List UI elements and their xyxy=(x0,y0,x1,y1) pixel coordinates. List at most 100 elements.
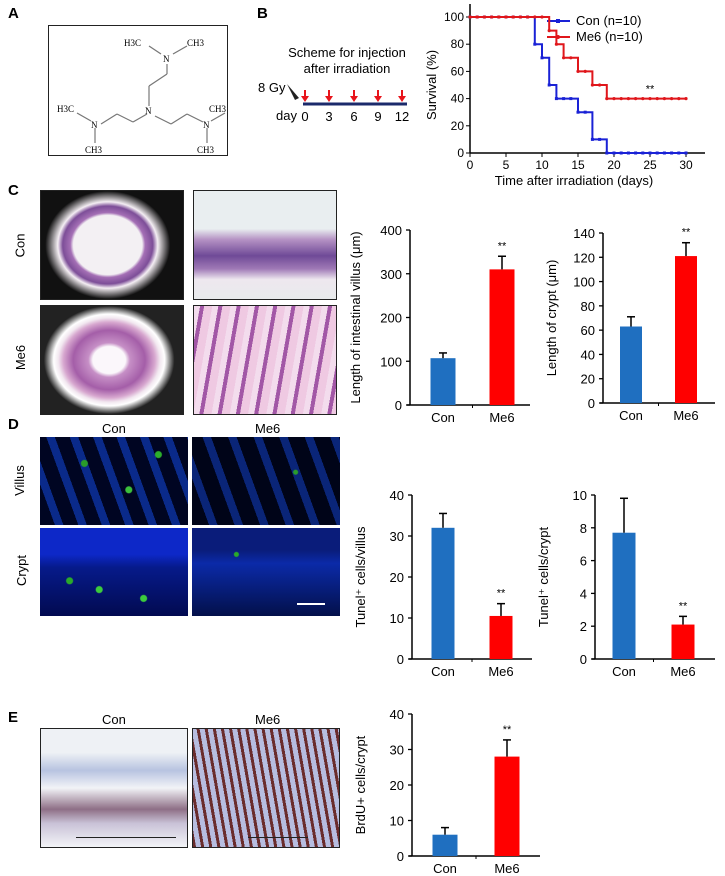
survival-marker xyxy=(562,56,566,60)
survival-marker xyxy=(619,97,623,101)
day-tick-label: 9 xyxy=(374,109,381,124)
y-tick-label: 100 xyxy=(444,10,464,24)
survival-marker xyxy=(634,97,638,101)
y-tick-label: 80 xyxy=(451,37,465,51)
y-tick-label: 40 xyxy=(390,707,404,722)
y-axis-label: Length of intestinal villus (μm) xyxy=(348,231,363,403)
he-image-me6-low xyxy=(40,305,184,415)
x-tick-label: Me6 xyxy=(670,664,695,679)
survival-marker xyxy=(634,151,638,155)
survival-marker xyxy=(468,15,472,19)
x-tick-label: Con xyxy=(431,664,455,679)
day-tick-label: 0 xyxy=(301,109,308,124)
y-axis-label: Survival (%) xyxy=(424,50,439,120)
atom-label: N xyxy=(91,120,98,130)
x-tick-label: 20 xyxy=(607,158,621,172)
survival-marker xyxy=(670,97,674,101)
y-tick-label: 8 xyxy=(580,521,587,536)
radiation-bolt-icon xyxy=(287,84,299,100)
y-tick-label: 20 xyxy=(451,119,465,133)
column-label-con: Con xyxy=(102,421,126,436)
survival-marker xyxy=(641,151,645,155)
survival-marker xyxy=(662,97,667,101)
survival-marker xyxy=(576,69,580,73)
bar-me6 xyxy=(494,756,520,856)
y-tick-label: 30 xyxy=(390,743,404,758)
bar-con xyxy=(431,527,455,659)
tunel-image-me6-crypt xyxy=(192,528,340,616)
survival-marker xyxy=(677,151,681,155)
bar-me6 xyxy=(489,269,515,405)
significance-label: ** xyxy=(679,600,688,612)
survival-chart: 0 5 10 15 20 25 30 0 20 40 60 80 100 Time after irrad… xyxy=(424,4,705,188)
column-label-me6: Me6 xyxy=(255,712,281,727)
tunel-image-con-crypt xyxy=(40,528,188,616)
survival-marker xyxy=(662,151,666,155)
atom-label: CH3 xyxy=(85,145,103,155)
survival-marker xyxy=(626,151,630,155)
x-axis-label: Time after irradiation (days) xyxy=(495,173,653,188)
survival-marker xyxy=(540,15,544,19)
atom-label: N xyxy=(163,54,170,64)
y-tick-label: 120 xyxy=(573,250,595,265)
y-tick-label: 10 xyxy=(573,488,587,503)
panel-label-c: C xyxy=(8,182,19,199)
survival-marker xyxy=(482,15,486,19)
y-tick-label: 300 xyxy=(380,267,402,282)
day-tick-label: 6 xyxy=(350,109,357,124)
survival-marker xyxy=(533,42,537,46)
y-tick-label: 10 xyxy=(390,611,404,626)
scheme-title-line2: after irradiation xyxy=(303,61,391,76)
y-tick-label: 2 xyxy=(580,619,587,634)
bar-chart-2: 0 20 40 60 80 100 120 140 Length of crypt (μm) Co… xyxy=(544,226,715,423)
survival-marker xyxy=(554,42,559,46)
y-tick-label: 0 xyxy=(580,652,587,667)
y-tick-label: 10 xyxy=(390,814,404,829)
scale-bar xyxy=(76,837,176,838)
significance-label: ** xyxy=(503,724,512,736)
y-tick-label: 20 xyxy=(581,372,595,387)
panel-label-a: A xyxy=(8,5,19,22)
panel-label-d: D xyxy=(8,416,19,433)
significance-label: ** xyxy=(498,240,507,252)
chemical-structure: H3C CH3 N H3C N CH3 N CH3 CH3 N xyxy=(48,25,228,156)
survival-marker xyxy=(526,15,530,19)
y-axis-label: Length of crypt (μm) xyxy=(544,260,559,377)
atom-label: H3C xyxy=(124,38,141,48)
injection-arrow-head-icon xyxy=(374,96,382,102)
column-label-con: Con xyxy=(102,712,126,727)
y-tick-label: 400 xyxy=(380,223,402,238)
y-tick-label: 80 xyxy=(581,299,595,314)
bar-chart-4: 0 2 4 6 8 10 Tunel⁺ cells/crypt Con Me6 ** xyxy=(536,488,715,679)
y-tick-label: 6 xyxy=(580,554,587,569)
bar-chart-1: 0 100 200 300 400 Length of intestinal villus… xyxy=(348,223,530,425)
x-tick-label: Con xyxy=(619,408,643,423)
x-tick-label: Con xyxy=(612,664,636,679)
survival-marker xyxy=(648,97,652,101)
survival-marker xyxy=(648,151,652,155)
x-tick-label: 5 xyxy=(503,158,510,172)
bar-me6 xyxy=(489,615,513,659)
survival-marker xyxy=(626,97,631,101)
y-axis-label: Tunel⁺ cells/crypt xyxy=(536,526,551,627)
x-tick-label: Me6 xyxy=(489,410,514,425)
atom-label: N xyxy=(203,120,210,130)
survival-marker xyxy=(684,151,688,155)
tunel-image-me6-villus xyxy=(192,437,340,525)
y-axis-label: BrdU+ cells/crypt xyxy=(353,735,368,834)
y-tick-label: 140 xyxy=(573,226,595,241)
day-label: day xyxy=(276,108,297,123)
survival-marker xyxy=(598,137,602,141)
brdu-image-con xyxy=(40,728,188,848)
injection-arrow-head-icon xyxy=(301,96,309,102)
column-label-me6: Me6 xyxy=(255,421,281,436)
injection-arrow-head-icon xyxy=(325,96,333,102)
legend-label: Con (n=10) xyxy=(576,13,641,28)
y-tick-label: 40 xyxy=(451,92,465,106)
he-image-con-low xyxy=(40,190,184,300)
survival-marker xyxy=(684,97,688,101)
survival-marker xyxy=(497,15,501,19)
survival-marker xyxy=(547,83,551,87)
panel-label-e: E xyxy=(8,709,19,726)
y-tick-label: 20 xyxy=(390,570,404,585)
